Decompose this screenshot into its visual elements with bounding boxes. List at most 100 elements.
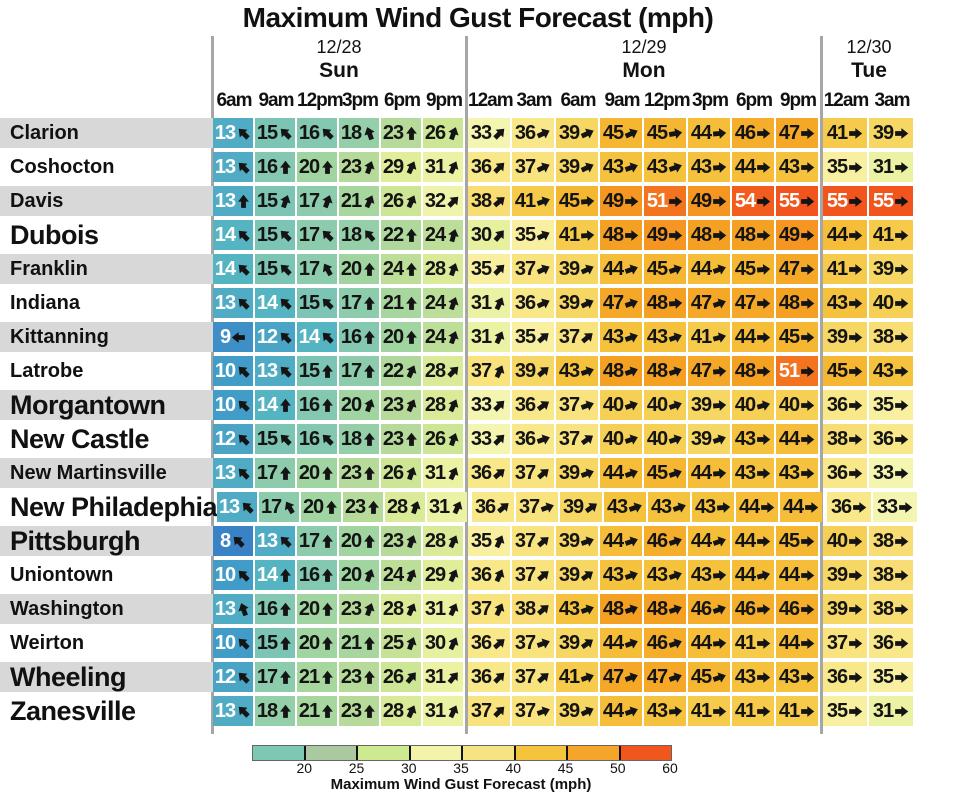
gust-cell: 18	[339, 118, 379, 148]
gust-value: 41	[872, 224, 894, 246]
wind-direction-arrow-icon	[849, 297, 863, 309]
city-label: New Castle	[10, 424, 150, 454]
wind-direction-arrow-icon	[448, 398, 459, 412]
gust-value: 21	[298, 700, 320, 722]
gust-value: 21	[340, 190, 362, 212]
gust-cell: 39	[823, 560, 867, 590]
gust-value: 41	[734, 700, 756, 722]
gust-cell: 14	[297, 322, 337, 352]
gust-cell: 39	[869, 118, 913, 148]
gust-value: 17	[340, 292, 362, 314]
wind-direction-arrow-icon	[895, 195, 909, 207]
gust-cell: 39	[556, 288, 598, 318]
wind-direction-arrow-icon	[801, 433, 815, 445]
gust-value: 13	[256, 360, 278, 382]
gust-cell: 13	[213, 118, 253, 148]
wind-direction-arrow-icon	[280, 636, 292, 650]
wind-direction-arrow-icon	[895, 229, 909, 241]
wind-direction-arrow-icon	[322, 160, 334, 174]
gust-cell: 35	[468, 526, 510, 556]
gust-value: 13	[214, 190, 236, 212]
wind-direction-arrow-icon	[322, 636, 334, 650]
gust-cell: 24	[381, 254, 421, 284]
gust-cell: 31	[427, 492, 468, 522]
wind-direction-arrow-icon	[447, 671, 458, 684]
colorbar-segment	[303, 746, 356, 760]
gust-value: 45	[778, 326, 800, 348]
wind-direction-arrow-icon	[326, 500, 338, 514]
gust-cell: 16	[339, 322, 379, 352]
gust-cell: 14	[255, 560, 295, 590]
wind-direction-arrow-icon	[668, 467, 682, 479]
gust-value: 41	[734, 632, 756, 654]
gust-value: 24	[382, 564, 404, 586]
wind-direction-arrow-icon	[238, 264, 250, 276]
gust-value: 15	[256, 632, 278, 654]
wind-direction-arrow-icon	[448, 262, 459, 276]
city-label: Coshocton	[10, 156, 115, 178]
wind-direction-arrow-icon	[280, 366, 292, 378]
gust-value: 41	[558, 666, 580, 688]
gust-cell: 31	[423, 662, 463, 692]
wind-direction-arrow-icon	[448, 602, 459, 616]
gust-value: 16	[298, 122, 320, 144]
wind-direction-arrow-icon	[713, 127, 727, 139]
city-label: Uniontown	[10, 564, 114, 586]
gust-cell: 13	[255, 526, 295, 556]
gust-value: 26	[424, 428, 446, 450]
wind-direction-arrow-icon	[668, 603, 682, 615]
gust-cell: 22	[381, 356, 421, 386]
gust-value: 35	[826, 700, 848, 722]
gust-value: 44	[690, 462, 712, 484]
wind-direction-arrow-icon	[849, 399, 863, 411]
time-label: 3pm	[341, 90, 379, 111]
gust-value: 35	[826, 156, 848, 178]
day-group-label: Tue	[851, 59, 887, 82]
gust-value: 36	[826, 394, 848, 416]
gust-cell: 21	[297, 662, 337, 692]
gust-value: 36	[514, 122, 536, 144]
gust-cell: 35	[823, 696, 867, 726]
gust-cell: 45	[644, 118, 686, 148]
gust-value: 49	[690, 190, 712, 212]
time-label: 9pm	[425, 90, 463, 111]
wind-direction-arrow-icon	[536, 637, 550, 649]
gust-cell: 39	[556, 628, 598, 658]
gust-cell: 47	[600, 288, 642, 318]
wind-direction-arrow-icon	[238, 230, 250, 242]
wind-direction-arrow-icon	[322, 364, 334, 378]
gust-cell: 13	[217, 492, 258, 522]
table-row: Kittanning 9 12 14 16 20 24 31 35 37 43 43 41 44 45 39 3…	[0, 322, 915, 356]
gust-cell: 39	[556, 560, 598, 590]
gust-value: 18	[340, 428, 362, 450]
gust-cell: 31	[869, 152, 913, 182]
wind-direction-arrow-icon	[895, 365, 909, 377]
gust-value: 36	[830, 496, 852, 518]
gust-value: 45	[646, 462, 668, 484]
gust-value: 31	[424, 700, 446, 722]
gust-value: 38	[470, 190, 492, 212]
wind-direction-arrow-icon	[406, 704, 417, 718]
wind-direction-arrow-icon	[581, 570, 594, 581]
gust-cell: 41	[869, 220, 913, 250]
gust-cell: 39	[688, 424, 730, 454]
gust-cell: 46	[688, 594, 730, 624]
colorbar-segment	[356, 746, 409, 760]
city-label: Pittsburgh	[0, 526, 213, 556]
time-label: 3pm	[691, 90, 729, 111]
wind-direction-arrow-icon	[895, 331, 909, 343]
gust-cell: 14	[255, 288, 295, 318]
wind-direction-arrow-icon	[624, 433, 638, 445]
wind-direction-arrow-icon	[536, 195, 550, 207]
gust-value: 14	[214, 224, 236, 246]
gust-cell: 39	[688, 390, 730, 420]
gust-cell: 40	[732, 390, 774, 420]
wind-direction-arrow-icon	[585, 502, 598, 513]
gust-value: 37	[470, 360, 492, 382]
gust-cell: 43	[732, 662, 774, 692]
wind-direction-arrow-icon	[493, 162, 505, 174]
gust-cell: 38	[869, 560, 913, 590]
wind-direction-arrow-icon	[448, 704, 459, 718]
gust-cell: 41	[823, 254, 867, 284]
gust-cell: 37	[556, 424, 598, 454]
